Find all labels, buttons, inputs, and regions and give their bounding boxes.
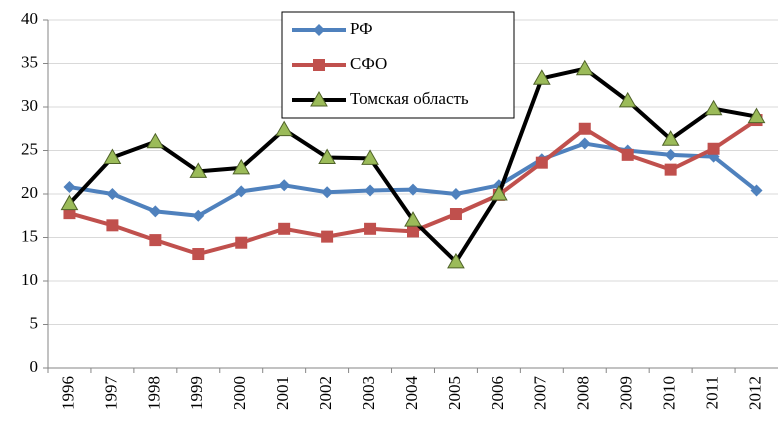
x-tick-label: 2009 <box>617 376 636 410</box>
point <box>578 122 591 135</box>
point <box>661 130 680 146</box>
x-tick-label: 2004 <box>402 376 421 411</box>
point <box>407 225 419 238</box>
y-tick-label: 30 <box>21 96 38 115</box>
point <box>232 158 251 175</box>
point <box>707 142 720 155</box>
point <box>449 208 462 221</box>
y-tick-label: 10 <box>21 270 38 289</box>
point <box>407 183 419 196</box>
point <box>532 69 551 85</box>
point <box>364 184 377 197</box>
point <box>449 188 462 200</box>
x-tick-label: 1999 <box>187 376 206 410</box>
point <box>63 181 76 194</box>
legend-label: Томская область <box>350 89 469 108</box>
point <box>103 148 122 164</box>
x-tick-label: 2003 <box>359 376 378 410</box>
point <box>618 91 637 108</box>
point <box>149 234 162 247</box>
point <box>664 163 677 176</box>
point <box>704 99 723 116</box>
point <box>321 186 334 199</box>
point <box>361 149 379 165</box>
y-tick-label: 20 <box>21 183 38 202</box>
point <box>192 209 205 222</box>
x-tick-label: 2011 <box>702 376 721 409</box>
x-tick-label: 1996 <box>58 376 77 410</box>
point <box>235 185 248 198</box>
legend-label: СФО <box>350 54 387 73</box>
x-tick-label: 2002 <box>316 376 335 410</box>
point <box>313 59 325 71</box>
y-tick-label: 5 <box>30 313 39 332</box>
point <box>318 148 336 164</box>
point <box>278 179 291 192</box>
x-tick-label: 1997 <box>101 376 120 411</box>
y-tick-label: 25 <box>21 139 38 158</box>
point <box>490 184 508 201</box>
legend-label: РФ <box>350 19 373 38</box>
x-tick-label: 2010 <box>660 376 679 410</box>
point <box>146 132 165 149</box>
x-tick-label: 2001 <box>273 376 292 410</box>
point <box>621 148 634 161</box>
point <box>192 248 205 261</box>
y-tick-label: 40 <box>21 9 38 28</box>
point <box>364 222 377 235</box>
point <box>310 90 328 107</box>
point <box>63 207 76 220</box>
y-tick-label: 15 <box>21 226 38 245</box>
y-tick-label: 0 <box>30 357 39 376</box>
point <box>535 156 548 169</box>
point <box>313 24 325 36</box>
x-tick-label: 2006 <box>488 376 507 410</box>
x-tick-label: 2012 <box>745 376 764 410</box>
point <box>578 137 591 150</box>
x-tick-label: 2008 <box>574 376 593 410</box>
point <box>275 120 294 137</box>
point <box>149 205 162 218</box>
point <box>575 59 594 76</box>
x-tick-label: 2005 <box>445 376 464 410</box>
point <box>60 194 79 211</box>
point <box>235 236 248 249</box>
y-tick-label: 35 <box>21 52 38 71</box>
point <box>278 222 291 235</box>
point <box>404 211 422 227</box>
point <box>189 162 208 178</box>
point <box>106 219 119 232</box>
point <box>106 188 119 200</box>
x-tick-label: 1998 <box>144 376 163 410</box>
point <box>321 230 334 243</box>
x-tick-label: 2000 <box>230 376 249 410</box>
x-tick-label: 2007 <box>531 376 550 411</box>
point <box>664 148 677 161</box>
point <box>747 107 766 124</box>
point <box>447 252 465 269</box>
point <box>750 184 763 197</box>
